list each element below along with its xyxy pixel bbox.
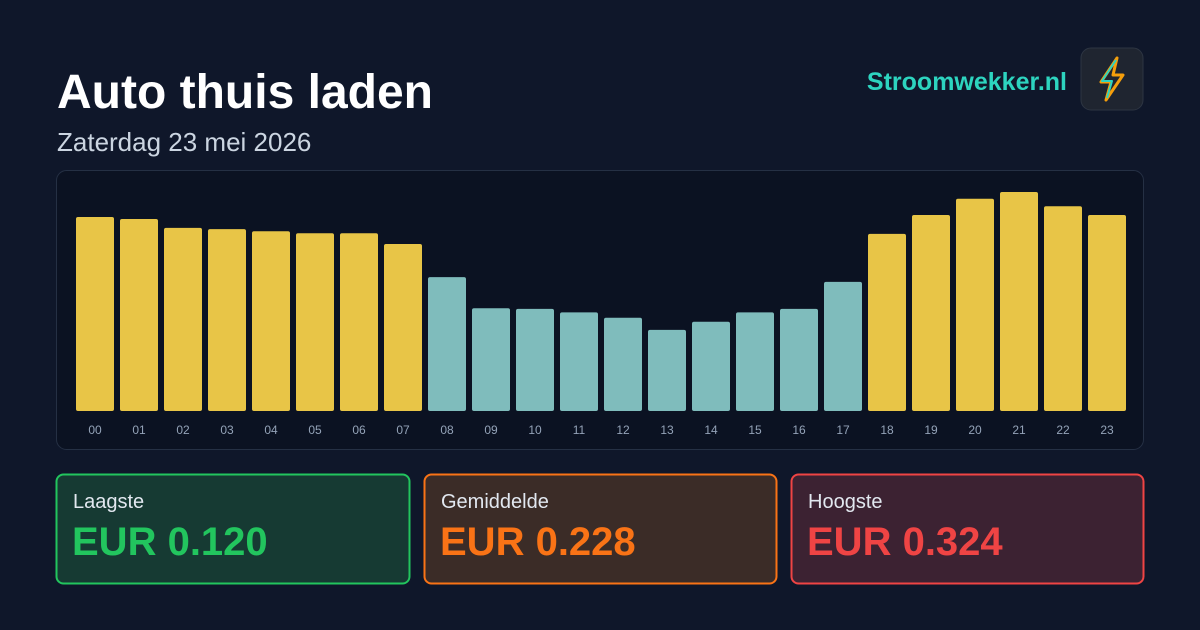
bar xyxy=(604,317,642,411)
subtitle: Zaterdag 23 mei 2026 xyxy=(57,127,311,157)
bar xyxy=(164,227,202,411)
brand: Stroomwekker.nl xyxy=(867,68,1067,96)
x-tick-label: 23 xyxy=(1100,423,1114,437)
bar xyxy=(208,229,246,411)
bar xyxy=(824,281,862,411)
x-tick-label: 12 xyxy=(616,423,630,437)
x-tick-label: 14 xyxy=(704,423,718,437)
stat-cards: Laagste EUR 0.120 Gemiddelde EUR 0.228 Hoogs… xyxy=(55,473,1145,585)
x-tick-label: 01 xyxy=(132,423,146,437)
x-tick-label: 16 xyxy=(792,423,806,437)
card-value: EUR 0.324 xyxy=(807,520,1003,564)
card-value: EUR 0.228 xyxy=(440,520,636,564)
x-tick-label: 19 xyxy=(924,423,938,437)
bar xyxy=(868,233,906,411)
logo xyxy=(1080,47,1144,111)
bar xyxy=(1000,192,1038,411)
bar xyxy=(1088,214,1126,411)
x-tick-label: 07 xyxy=(396,423,410,437)
card-value: EUR 0.120 xyxy=(72,520,268,564)
x-tick-label: 03 xyxy=(220,423,234,437)
bar xyxy=(340,233,378,411)
x-tick-label: 11 xyxy=(573,423,586,437)
bar xyxy=(76,217,114,411)
x-tick-label: 17 xyxy=(836,423,850,437)
bar xyxy=(692,321,730,411)
x-tick-label: 13 xyxy=(660,423,674,437)
logo-bolt-inner xyxy=(1101,59,1117,99)
card-box xyxy=(790,473,1145,585)
bar xyxy=(472,308,510,411)
x-tick-label: 00 xyxy=(88,423,102,437)
stat-card: Gemiddelde EUR 0.228 xyxy=(423,473,778,585)
x-tick-label: 22 xyxy=(1056,423,1070,437)
bar xyxy=(560,312,598,411)
stat-card: Laagste EUR 0.120 xyxy=(55,473,411,585)
bar xyxy=(384,244,422,411)
x-tick-label: 18 xyxy=(880,423,894,437)
logo-box xyxy=(1080,47,1144,111)
bar xyxy=(912,214,950,411)
x-tick-label: 08 xyxy=(440,423,454,437)
x-tick-label: 20 xyxy=(968,423,982,437)
card-box xyxy=(423,473,778,585)
bar xyxy=(648,329,686,411)
x-tick-label: 21 xyxy=(1012,423,1026,437)
x-tick-label: 06 xyxy=(352,423,366,437)
x-tick-label: 15 xyxy=(748,423,762,437)
x-tick-label: 04 xyxy=(264,423,278,437)
bar xyxy=(516,308,554,411)
card-label: Gemiddelde xyxy=(441,491,549,513)
stat-card: Hoogste EUR 0.324 xyxy=(790,473,1145,585)
card-box xyxy=(55,473,411,585)
bars: 00 01 02 03 04 05 06 07 08 09 10 11 12 13 14 15 16 17 18 19… xyxy=(76,192,1126,437)
x-tick-label: 09 xyxy=(484,423,498,437)
bar xyxy=(428,277,466,411)
bar xyxy=(296,233,334,411)
bar xyxy=(736,312,774,411)
x-tick-label: 10 xyxy=(528,423,542,437)
logo-bolt xyxy=(1099,56,1125,102)
card-label: Laagste xyxy=(73,491,144,513)
card-label: Hoogste xyxy=(808,491,883,513)
title: Auto thuis laden xyxy=(57,66,433,119)
bar xyxy=(956,198,994,411)
x-tick-label: 02 xyxy=(176,423,190,437)
bar xyxy=(780,308,818,411)
bar xyxy=(120,219,158,411)
x-tick-label: 05 xyxy=(308,423,322,437)
bar xyxy=(1044,206,1082,411)
bar xyxy=(252,231,290,411)
